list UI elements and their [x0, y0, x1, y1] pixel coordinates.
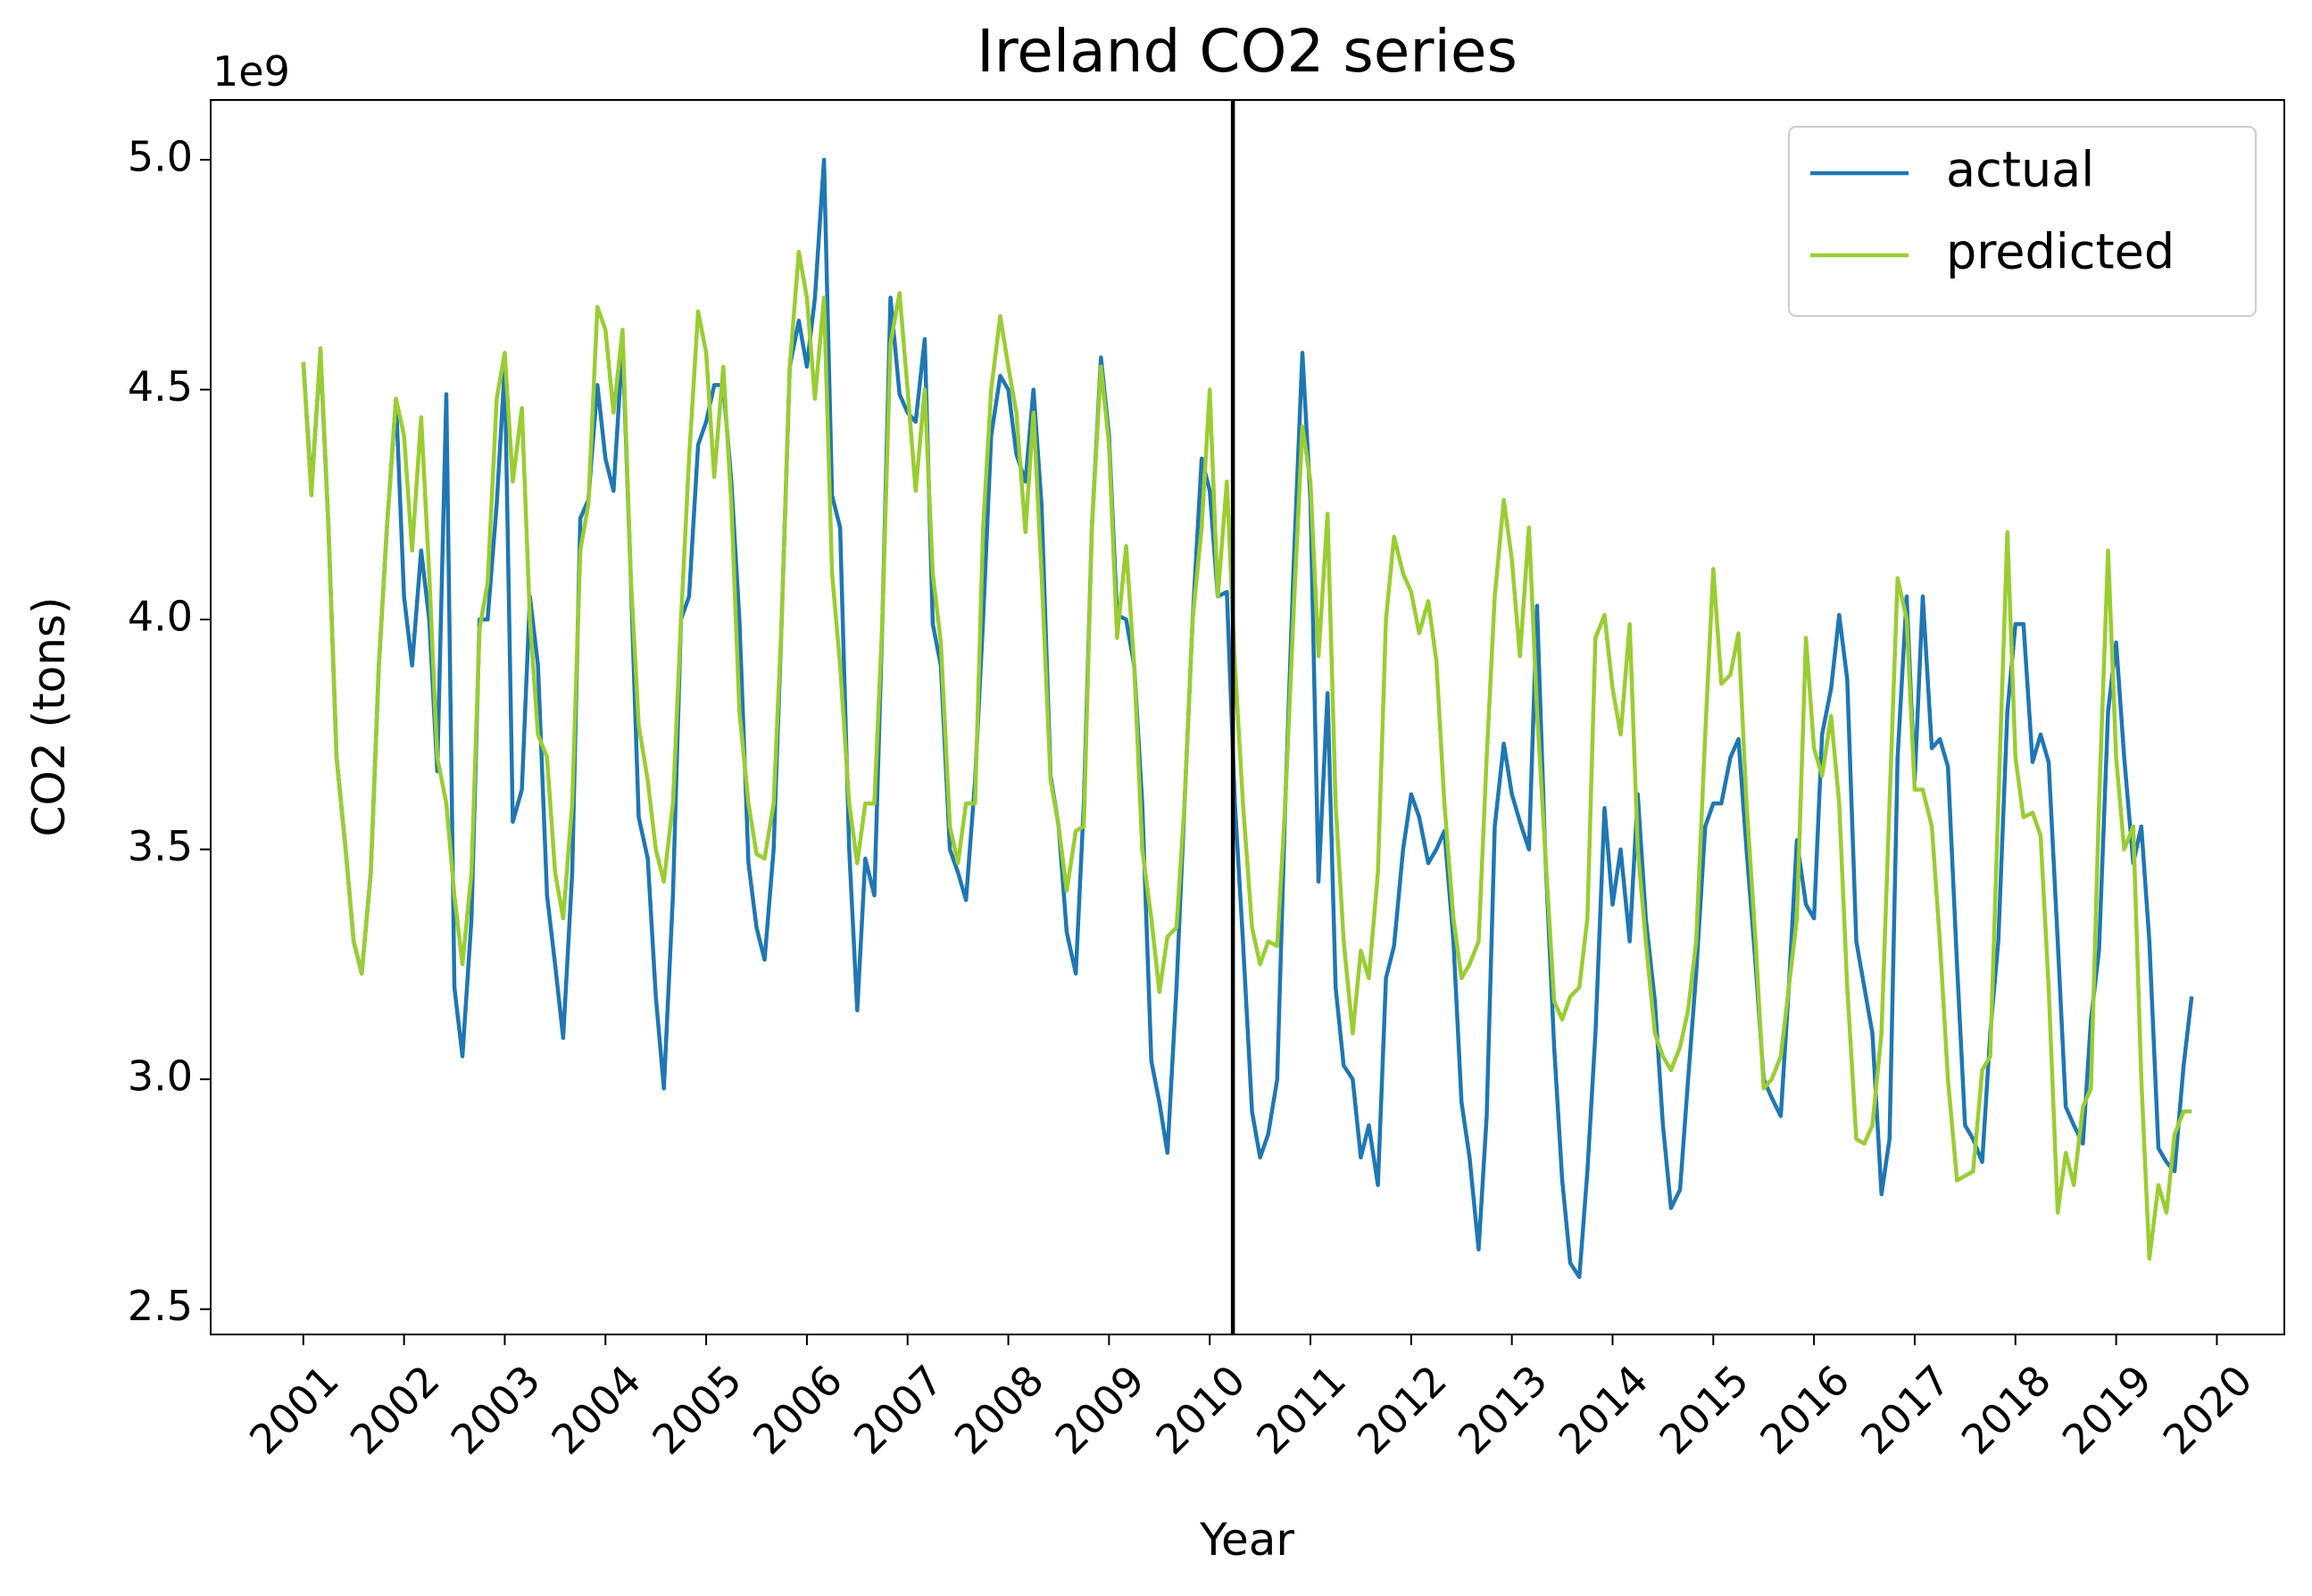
y-tick-label: 3.5 — [128, 822, 193, 870]
x-tick-label: 2014 — [1550, 1356, 1658, 1464]
series-line — [301, 249, 2192, 1261]
plot-frame — [210, 99, 2285, 1335]
y-offset-text: 1e9 — [212, 47, 290, 96]
x-tick-label: 2006 — [744, 1356, 852, 1464]
x-tick-label: 2007 — [844, 1356, 952, 1464]
x-tick-label: 2004 — [542, 1356, 650, 1464]
y-axis-label: CO2 (tons) — [23, 597, 75, 837]
y-tick-label: 2.5 — [128, 1282, 193, 1330]
x-tick-label: 2011 — [1247, 1356, 1355, 1464]
y-tick-label: 5.0 — [128, 132, 193, 180]
x-tick-label: 2010 — [1146, 1356, 1254, 1464]
x-tick-label: 2003 — [442, 1356, 550, 1464]
x-tick-label: 2008 — [945, 1356, 1053, 1464]
legend-label: predicted — [1946, 224, 2175, 280]
x-tick-label: 2005 — [643, 1356, 751, 1464]
x-tick-label: 2019 — [2053, 1356, 2161, 1464]
y-tick-label: 3.0 — [128, 1052, 193, 1101]
series-line — [301, 157, 2194, 1279]
x-tick-label: 2018 — [1952, 1356, 2060, 1464]
x-tick-label: 2017 — [1851, 1356, 1959, 1464]
x-tick-label: 2001 — [240, 1356, 348, 1464]
legend-label: actual — [1946, 142, 2094, 198]
x-tick-label: 2012 — [1348, 1356, 1456, 1464]
y-tick-label: 4.5 — [128, 362, 193, 411]
y-tick-label: 4.0 — [128, 593, 193, 641]
x-tick-label: 2016 — [1751, 1356, 1859, 1464]
x-tick-label: 2015 — [1650, 1356, 1758, 1464]
x-tick-label: 2020 — [2154, 1356, 2262, 1464]
x-axis-label: Year — [1199, 1514, 1294, 1566]
chart-title: Ireland CO2 series — [977, 17, 1518, 86]
x-tick-label: 2009 — [1046, 1356, 1154, 1464]
x-tick-label: 2002 — [341, 1356, 449, 1464]
x-tick-label: 2013 — [1449, 1356, 1557, 1464]
